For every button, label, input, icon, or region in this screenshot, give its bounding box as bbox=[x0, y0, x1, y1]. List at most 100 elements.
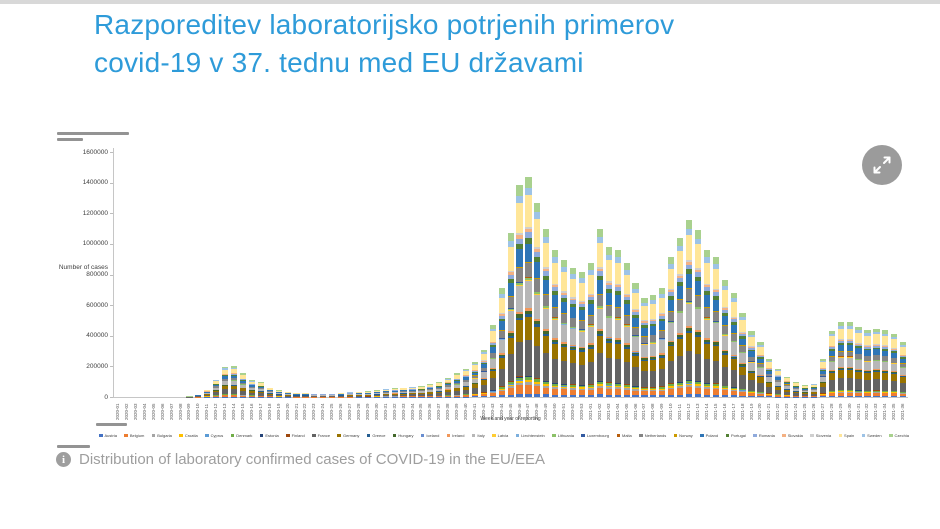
legend-item-iceland[interactable]: Iceland bbox=[420, 433, 439, 438]
chart-bar-2020-24[interactable] bbox=[320, 393, 327, 397]
legend-item-italy[interactable]: Italy bbox=[471, 433, 485, 438]
chart-bar-2020-43[interactable] bbox=[489, 325, 496, 397]
chart-bar-2020-15[interactable] bbox=[239, 373, 247, 397]
chart-bar-2021-19[interactable] bbox=[748, 331, 755, 397]
chart-bar-2020-35[interactable] bbox=[418, 386, 425, 397]
chart-bar-2021-06[interactable] bbox=[632, 283, 639, 397]
chart-bar-2020-41[interactable] bbox=[471, 361, 479, 397]
chart-bar-2020-28[interactable] bbox=[355, 391, 363, 397]
chart-bar-2021-20[interactable] bbox=[757, 342, 764, 397]
chart-bar-2021-28[interactable] bbox=[828, 330, 835, 397]
chart-bar-2020-52[interactable] bbox=[569, 267, 577, 397]
chart-bar-2021-16[interactable] bbox=[721, 280, 728, 397]
chart-bar-2021-32[interactable] bbox=[864, 329, 871, 397]
legend-item-netherlands[interactable]: Netherlands bbox=[639, 433, 666, 438]
legend-item-slovenia[interactable]: Slovenia bbox=[810, 433, 831, 438]
legend-item-bulgaria[interactable]: Bulgaria bbox=[151, 433, 172, 438]
chart-bar-2020-39[interactable] bbox=[454, 373, 461, 397]
legend-item-austria[interactable]: Austria bbox=[99, 433, 117, 438]
expand-button[interactable] bbox=[862, 145, 902, 185]
chart-bar-2020-13[interactable] bbox=[222, 366, 229, 397]
chart-bar-2020-22[interactable] bbox=[302, 392, 309, 397]
chart-bar-2020-23[interactable] bbox=[311, 393, 318, 397]
legend-item-liechtenstein[interactable]: Liechtenstein bbox=[515, 433, 545, 438]
chart-bar-2021-35[interactable] bbox=[891, 333, 898, 397]
chart-bar-2020-36[interactable] bbox=[427, 384, 434, 397]
chart-bar-2020-48[interactable] bbox=[534, 202, 541, 397]
chart-bar-2021-31[interactable] bbox=[855, 326, 862, 397]
legend-item-finland[interactable]: Finland bbox=[286, 433, 305, 438]
legend-item-romania[interactable]: Romania bbox=[753, 433, 775, 438]
chart-bar-2021-02[interactable] bbox=[596, 228, 603, 397]
chart-bar-2020-32[interactable] bbox=[391, 388, 398, 397]
chart-bar-2020-44[interactable] bbox=[498, 288, 505, 397]
chart-bar-2020-10[interactable] bbox=[195, 394, 202, 397]
chart-bar-2020-09[interactable] bbox=[186, 396, 193, 397]
legend-item-slovakia[interactable]: Slovakia bbox=[782, 433, 803, 438]
chart-bar-2020-45[interactable] bbox=[507, 233, 514, 397]
chart-bar-2021-33[interactable] bbox=[873, 328, 880, 397]
chart-bar-2020-25[interactable] bbox=[329, 393, 336, 397]
chart-bar-2021-34[interactable] bbox=[882, 330, 889, 397]
legend-item-ireland[interactable]: Ireland bbox=[446, 433, 464, 438]
chart-bar-2021-36[interactable] bbox=[900, 342, 907, 397]
legend-item-greece[interactable]: Greece bbox=[366, 433, 385, 438]
chart-bar-2020-34[interactable] bbox=[409, 386, 416, 397]
chart-bar-2020-19[interactable] bbox=[275, 390, 282, 397]
chart-bar-2021-15[interactable] bbox=[712, 257, 719, 397]
legend-item-estonia[interactable]: Estonia bbox=[259, 433, 279, 438]
chart-bar-2021-27[interactable] bbox=[819, 359, 826, 397]
chart-bar-2020-37[interactable] bbox=[436, 382, 443, 397]
chart-bar-2020-53[interactable] bbox=[578, 272, 586, 397]
legend-item-poland[interactable]: Poland bbox=[700, 433, 718, 438]
chart-bar-2021-18[interactable] bbox=[739, 313, 746, 397]
chart-bar-2021-14[interactable] bbox=[703, 250, 710, 397]
chart-bar-2020-33[interactable] bbox=[400, 387, 407, 397]
legend-item-cyprus[interactable]: Cyprus bbox=[205, 433, 223, 438]
chart-bar-2020-38[interactable] bbox=[445, 377, 452, 397]
legend-item-lithuania[interactable]: Lithuania bbox=[552, 433, 574, 438]
chart-bar-2020-49[interactable] bbox=[543, 228, 550, 397]
chart-bar-2021-21[interactable] bbox=[766, 359, 773, 397]
chart-bar-2021-04[interactable] bbox=[614, 250, 621, 397]
chart-bar-2021-22[interactable] bbox=[775, 368, 782, 397]
chart-bar-2021-07[interactable] bbox=[641, 297, 648, 397]
legend-item-germany[interactable]: Germany bbox=[337, 433, 359, 438]
legend-item-latvia[interactable]: Latvia bbox=[492, 433, 508, 438]
legend-item-norway[interactable]: Norway bbox=[673, 433, 693, 438]
chart-bar-2020-14[interactable] bbox=[230, 366, 238, 397]
legend-item-spain[interactable]: Spain bbox=[838, 433, 854, 438]
legend-item-croatia[interactable]: Croatia bbox=[179, 433, 198, 438]
legend-item-belgium[interactable]: Belgium bbox=[124, 433, 144, 438]
chart-bar-2021-03[interactable] bbox=[605, 247, 612, 397]
legend-item-luxembourg[interactable]: Luxembourg bbox=[581, 433, 609, 438]
chart-bar-2020-17[interactable] bbox=[257, 382, 264, 397]
chart-bar-2021-08[interactable] bbox=[650, 295, 657, 397]
chart-bar-2020-31[interactable] bbox=[382, 388, 389, 397]
legend-item-sweden[interactable]: Sweden bbox=[861, 433, 882, 438]
chart-bar-2020-30[interactable] bbox=[373, 390, 380, 397]
chart-bar-2021-05[interactable] bbox=[623, 263, 630, 397]
legend-item-denmark[interactable]: Denmark bbox=[230, 433, 252, 438]
chart-bar-2021-25[interactable] bbox=[801, 385, 809, 397]
chart-bar-2020-51[interactable] bbox=[561, 260, 568, 397]
legend-item-czechia[interactable]: Czechia bbox=[889, 433, 909, 438]
chart-bar-2021-13[interactable] bbox=[694, 230, 702, 397]
chart-bar-2021-29[interactable] bbox=[837, 322, 844, 397]
chart-bar-2021-10[interactable] bbox=[668, 257, 675, 397]
legend-item-malta[interactable]: Malta bbox=[616, 433, 632, 438]
chart-bar-2020-46[interactable] bbox=[516, 185, 523, 397]
chart-bar-2021-24[interactable] bbox=[793, 382, 800, 397]
chart-bar-2021-01[interactable] bbox=[587, 263, 595, 397]
chart-bar-2021-17[interactable] bbox=[730, 293, 737, 397]
chart-bar-2021-11[interactable] bbox=[677, 237, 684, 397]
chart-bar-2021-12[interactable] bbox=[685, 220, 693, 397]
chart-bar-2020-50[interactable] bbox=[552, 250, 559, 397]
chart-bar-2020-47[interactable] bbox=[525, 176, 532, 397]
chart-bar-2020-42[interactable] bbox=[480, 349, 487, 397]
chart-bar-2020-40[interactable] bbox=[462, 368, 470, 397]
chart-bar-2020-29[interactable] bbox=[364, 391, 371, 397]
chart-bar-2020-16[interactable] bbox=[248, 380, 255, 397]
chart-bar-2021-09[interactable] bbox=[659, 288, 666, 397]
chart-bar-2020-27[interactable] bbox=[346, 392, 354, 397]
